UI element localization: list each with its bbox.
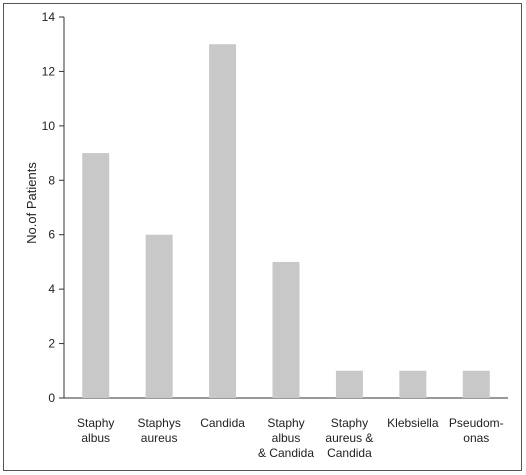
bar [145,234,173,398]
bar [272,261,300,398]
x-tick-label: Staphy [331,416,368,430]
bar [399,370,427,398]
x-tick-label: albus [81,431,110,445]
y-axis-label: No.of Patients [24,162,39,244]
x-tick-label: Staphy [77,416,114,430]
y-tick-label: 4 [48,282,55,296]
bar [209,44,237,398]
bar [335,370,363,398]
y-tick-label: 8 [48,173,55,187]
x-tick-label: aureus [141,431,178,445]
x-tick-label: Staphys [137,416,180,430]
y-tick-label: 2 [48,337,55,351]
x-tick-label: & Candida [258,446,314,460]
x-tick-label: Klebsiella [387,416,439,430]
y-tick-label: 10 [42,119,56,133]
x-tick-label: Pseudom- [449,416,504,430]
bar [82,153,110,398]
x-tick-label: onas [463,431,489,445]
x-tick-label: Candida [200,416,245,430]
y-tick-label: 6 [48,228,55,242]
y-tick-label: 14 [42,10,56,24]
y-tick-label: 0 [48,391,55,405]
x-tick-label: aureus & [325,431,373,445]
bar [462,370,490,398]
x-tick-label: Candida [327,446,372,460]
x-tick-label: albus [272,431,301,445]
bars [82,44,490,398]
y-tick-label: 12 [42,64,56,78]
y-ticks: 0 2 4 6 8 10 12 14 [42,10,64,405]
x-tick-label: Staphy [267,416,304,430]
